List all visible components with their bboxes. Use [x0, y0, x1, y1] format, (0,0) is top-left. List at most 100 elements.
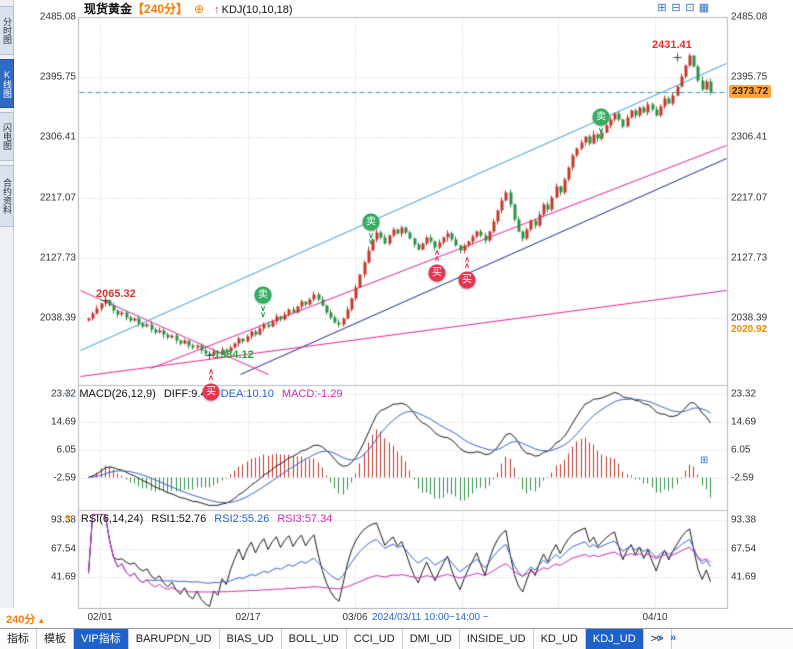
window-controls: ⊞ ⊟ ⊡ ▦	[656, 2, 710, 14]
period-badge: 【240分】	[132, 2, 189, 16]
price-tick-left: 2485.08	[39, 11, 76, 23]
price-annotation: 1984.12	[214, 349, 254, 361]
chevron-icon: ∧	[464, 255, 470, 264]
toolbar-tab[interactable]: >>	[644, 629, 672, 649]
up-arrow-icon: ↑	[214, 4, 220, 16]
chevron-icon: ∧	[208, 373, 214, 382]
price-annotation: 2065.32	[96, 288, 136, 300]
macd-header: ✛ MACD(26,12,9) DIFF:9.45 DEA:10.10 MACD:-1.…	[63, 387, 350, 401]
macd-title: MACD(26,12,9)	[79, 388, 156, 400]
chevron-icon: ∨	[598, 126, 604, 135]
sidebar-tab-2[interactable]: K线图	[0, 59, 14, 108]
macd-tick-left: 6.05	[56, 444, 76, 456]
toolbar-tab[interactable]: CCI_UD	[347, 629, 403, 649]
rsi-tick-right: 41.69	[731, 571, 757, 583]
chevron-icon: ∧	[208, 367, 214, 376]
grid-layout-icon[interactable]: ▦	[698, 2, 710, 14]
toolbar-tab[interactable]: INSIDE_UD	[460, 629, 534, 649]
price-annotation: 2431.41	[652, 39, 692, 51]
chevron-icon: ∨	[368, 237, 374, 246]
macd-expand-icon[interactable]: ⊞	[700, 455, 709, 466]
date-axis: 240分 ▲ 02/01 02/17 03/06 04/10 2024/03/11 10…	[0, 609, 793, 628]
date-label: 02/01	[87, 612, 113, 623]
price-tick-left: 2038.39	[39, 312, 76, 324]
link-settings-icon[interactable]: ⊕	[194, 2, 205, 16]
sidebar-tab-4[interactable]: 合约资料	[0, 165, 14, 227]
toolbar-tab[interactable]: BARUPDN_UD	[129, 629, 220, 649]
sell-marker: 卖	[592, 108, 610, 126]
rsi-header: ☀ RSI(6,14,24) RSI1:52.76 RSI2:55.26 RSI3:57…	[63, 512, 340, 526]
period-selector-label: 240分	[6, 614, 36, 626]
macd-dea-value: DEA:10.10	[220, 388, 274, 400]
toolbar-tab[interactable]: BOLL_UD	[282, 629, 347, 649]
chart-header: 现货黄金【240分】 ⊕ ↑ KDJ(10,10,18)	[84, 0, 293, 17]
toolbar-tab[interactable]: 模板	[37, 629, 74, 649]
bar-range-info: 2024/03/11 10:00~14:00 ~	[372, 612, 489, 623]
macd-macd-value: MACD:-1.29	[281, 388, 343, 400]
price-tick-right: 2306.41	[731, 131, 768, 143]
toolbar-tab[interactable]: BIAS_UD	[220, 629, 282, 649]
rsi1-value: RSI1:52.76	[151, 513, 207, 525]
toolbar-tab[interactable]: KDJ_UD	[585, 629, 644, 649]
prev-close-label: 2020.92	[731, 324, 768, 335]
rsi-settings-icon[interactable]: ☀	[63, 513, 73, 525]
date-label: 03/06	[342, 612, 368, 623]
chevron-icon: ∧	[434, 254, 440, 263]
symbol-name: 现货黄金	[84, 2, 133, 16]
rsi3-value: RSI3:57.34	[277, 513, 333, 525]
macd-tick-right: -2.59	[731, 472, 754, 484]
rsi-tick-left: 67.54	[50, 543, 76, 555]
sell-marker: 卖	[254, 286, 272, 304]
macd-diff-value: DIFF:9.45	[163, 388, 213, 400]
buy-marker: 买	[428, 264, 446, 282]
left-sidebar: 分时图 K线图闪电图合约资料	[0, 0, 14, 608]
sidebar-tab-1[interactable]: 分时图	[0, 6, 14, 55]
price-tick-right: 2485.08	[731, 11, 768, 23]
price-tick-left: 2395.75	[39, 71, 76, 83]
toolbar-tab[interactable]: VIP指标	[74, 629, 129, 649]
single-chart-icon[interactable]: ⊡	[685, 2, 695, 14]
chevron-icon: ∧	[434, 248, 440, 257]
rsi-tick-left: 41.69	[50, 571, 76, 583]
date-label: 04/10	[642, 612, 668, 623]
chevron-icon: ∨	[368, 231, 374, 240]
macd-tick-left: -2.59	[53, 472, 76, 484]
macd-tick-left: 23.32	[50, 388, 76, 400]
macd-tick-left: 14.69	[50, 416, 76, 428]
price-tick-right: 2217.07	[731, 192, 768, 204]
buy-marker: 买	[202, 383, 220, 401]
rsi-tick-right: 93.38	[731, 514, 757, 526]
macd-tick-right: 23.32	[731, 388, 757, 400]
period-selector[interactable]: 240分 ▲	[6, 611, 45, 627]
price-tick-left: 2217.07	[39, 192, 76, 204]
rsi-tick-left: 93.38	[50, 514, 76, 526]
chevron-icon: ∨	[598, 132, 604, 141]
buy-marker: 买	[458, 271, 476, 289]
rsi-tick-right: 67.54	[731, 543, 757, 555]
rsi-title: RSI(6,14,24)	[80, 513, 144, 525]
chevron-icon: ∨	[260, 304, 266, 313]
scroll-left-icon[interactable]: «	[656, 632, 663, 644]
scroll-right-icon[interactable]: »	[670, 632, 677, 644]
toolbar-tab[interactable]: DMI_UD	[403, 629, 460, 649]
current-price-tag: 2373.72	[729, 85, 772, 98]
toolbar-tab[interactable]: KD_UD	[534, 629, 586, 649]
tile-window-icon[interactable]: ⊞	[657, 2, 667, 14]
chevron-icon: ∨	[260, 310, 266, 319]
macd-tick-right: 6.05	[731, 444, 751, 456]
price-tick-right: 2038.39	[731, 312, 768, 324]
bottom-toolbar: 指标 模板 VIP指标 BARUPDN_UD BIAS_UD BOLL_UD CCI_UD D…	[0, 628, 793, 649]
toolbar-tab[interactable]: 指标	[0, 629, 37, 649]
price-tick-left: 2127.73	[39, 252, 76, 264]
up-triangle-icon: ▲	[37, 616, 46, 625]
price-tick-left: 2306.41	[39, 131, 76, 143]
chevron-icon: ∧	[464, 261, 470, 270]
macd-tick-right: 14.69	[731, 416, 757, 428]
sidebar-tab-3[interactable]: 闪电图	[0, 112, 14, 161]
cascade-window-icon[interactable]: ⊟	[671, 2, 681, 14]
macd-settings-icon[interactable]: ✛	[63, 389, 72, 400]
sell-marker: 卖	[362, 213, 380, 231]
rsi2-value: RSI2:55.26	[214, 513, 270, 525]
